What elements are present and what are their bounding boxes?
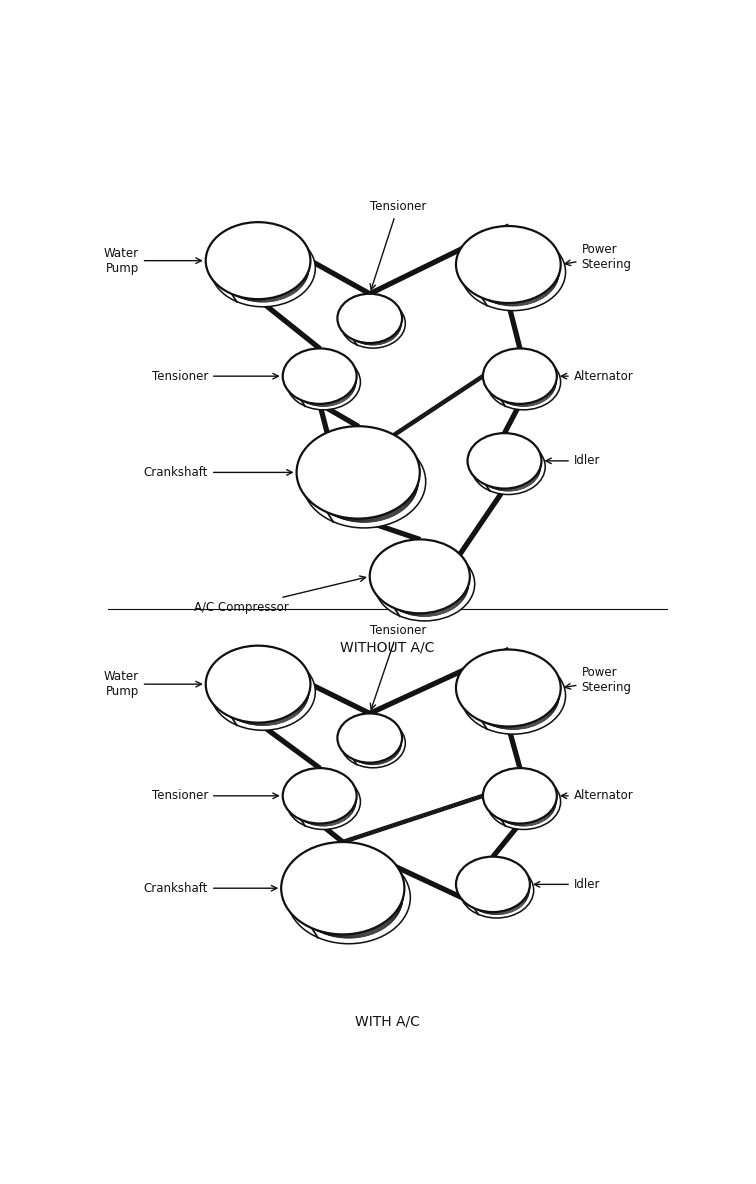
Text: Idler: Idler (534, 877, 600, 890)
Ellipse shape (456, 650, 561, 727)
Text: Water
Pump: Water Pump (104, 246, 201, 275)
Ellipse shape (341, 719, 405, 767)
Text: Power
Steering: Power Steering (565, 667, 631, 694)
Ellipse shape (374, 547, 475, 620)
Ellipse shape (211, 230, 315, 307)
Ellipse shape (283, 348, 357, 404)
Ellipse shape (456, 226, 561, 303)
Ellipse shape (341, 298, 405, 348)
Ellipse shape (302, 436, 426, 528)
Text: Crankshaft: Crankshaft (144, 882, 277, 895)
Ellipse shape (287, 851, 411, 944)
Text: Idler: Idler (546, 455, 600, 468)
Text: Water
Pump: Water Pump (104, 670, 201, 699)
Ellipse shape (483, 768, 557, 824)
Text: A/C Compressor: A/C Compressor (194, 575, 366, 613)
Text: Power
Steering: Power Steering (565, 243, 631, 271)
Text: Alternator: Alternator (561, 790, 634, 803)
Ellipse shape (467, 433, 541, 489)
Ellipse shape (471, 439, 545, 495)
Ellipse shape (281, 842, 404, 934)
Text: WITHOUT A/C: WITHOUT A/C (340, 641, 435, 655)
Ellipse shape (287, 354, 361, 410)
Ellipse shape (206, 223, 311, 300)
Ellipse shape (283, 768, 357, 824)
Ellipse shape (487, 774, 561, 830)
Ellipse shape (461, 657, 565, 734)
Ellipse shape (337, 294, 402, 343)
Text: Tensioner: Tensioner (152, 369, 278, 382)
Ellipse shape (461, 233, 565, 310)
Ellipse shape (296, 426, 420, 519)
Text: Tensioner: Tensioner (370, 200, 426, 290)
Ellipse shape (483, 348, 557, 404)
Ellipse shape (211, 654, 315, 731)
Text: Alternator: Alternator (561, 369, 634, 382)
Ellipse shape (337, 714, 402, 762)
Ellipse shape (456, 857, 530, 912)
Text: Tensioner: Tensioner (152, 790, 278, 803)
Text: Crankshaft: Crankshaft (144, 466, 293, 478)
Text: WITH A/C: WITH A/C (355, 1015, 420, 1029)
Ellipse shape (370, 540, 469, 613)
Ellipse shape (287, 774, 361, 830)
Text: Tensioner: Tensioner (370, 624, 426, 709)
Ellipse shape (487, 354, 561, 410)
Ellipse shape (460, 863, 534, 918)
Ellipse shape (206, 645, 311, 722)
